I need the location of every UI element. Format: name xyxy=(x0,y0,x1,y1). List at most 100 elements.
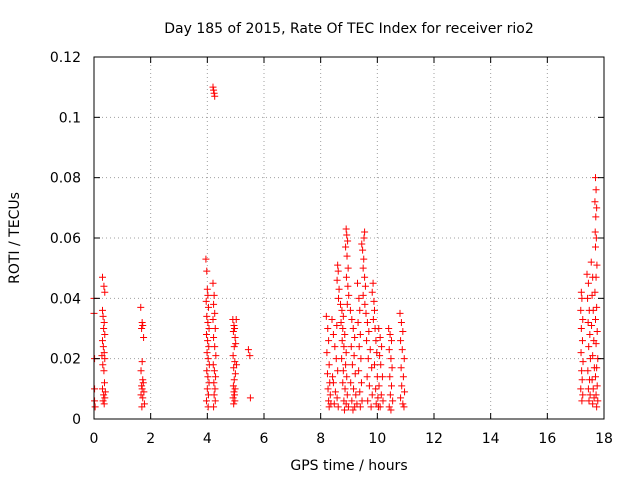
data-point xyxy=(357,379,365,387)
data-point xyxy=(344,237,352,245)
data-point xyxy=(100,325,108,332)
data-point xyxy=(584,279,592,287)
data-point xyxy=(592,243,599,251)
data-point xyxy=(202,397,210,405)
data-point xyxy=(578,397,586,405)
data-point xyxy=(230,343,238,351)
data-point xyxy=(577,349,585,357)
data-point xyxy=(230,400,238,408)
data-point xyxy=(589,385,597,393)
data-point xyxy=(342,349,350,357)
data-point xyxy=(99,337,106,345)
data-point xyxy=(139,376,147,384)
data-point xyxy=(400,403,408,411)
data-point xyxy=(588,376,596,384)
data-point xyxy=(589,306,597,314)
data-point xyxy=(375,382,383,390)
data-point xyxy=(348,361,356,369)
data-point xyxy=(344,403,352,411)
data-point xyxy=(344,282,352,290)
data-point xyxy=(359,264,367,272)
data-point xyxy=(378,373,386,381)
data-point xyxy=(591,228,599,236)
data-points xyxy=(90,83,602,414)
data-point xyxy=(584,294,592,302)
data-point xyxy=(593,328,601,336)
data-point xyxy=(322,312,330,320)
data-point xyxy=(593,364,601,372)
data-point xyxy=(203,285,211,293)
data-point xyxy=(361,300,369,308)
data-point xyxy=(360,234,368,242)
data-point xyxy=(584,367,592,375)
data-point xyxy=(376,352,384,360)
data-point xyxy=(355,343,363,351)
data-point xyxy=(376,334,384,342)
data-point xyxy=(231,397,239,405)
data-point xyxy=(210,379,218,387)
data-point xyxy=(359,291,367,299)
data-point xyxy=(343,252,351,260)
data-point xyxy=(231,391,239,399)
data-point xyxy=(334,267,342,275)
y-tick-label: 0.02 xyxy=(50,352,81,368)
data-point xyxy=(578,367,586,375)
data-point xyxy=(101,331,109,339)
data-point xyxy=(324,325,332,332)
data-point xyxy=(326,391,334,399)
data-point xyxy=(139,394,147,402)
data-point xyxy=(342,273,350,281)
data-point xyxy=(359,246,367,254)
data-point xyxy=(353,400,361,408)
data-point xyxy=(401,388,409,396)
chart-title: Day 185 of 2015, Rate Of TEC Index for r… xyxy=(164,21,534,37)
data-point xyxy=(205,343,213,351)
data-point xyxy=(586,391,594,399)
data-point xyxy=(323,370,331,378)
data-point xyxy=(210,291,218,299)
data-point xyxy=(325,361,333,369)
data-point xyxy=(211,343,219,351)
data-point xyxy=(399,400,407,408)
data-point xyxy=(210,86,218,94)
data-point xyxy=(593,382,601,390)
data-point xyxy=(231,334,239,342)
data-point xyxy=(91,385,99,393)
data-point xyxy=(578,337,586,345)
data-point xyxy=(233,361,241,369)
data-point xyxy=(340,343,348,351)
data-point xyxy=(99,343,107,351)
data-point xyxy=(210,391,218,399)
data-point xyxy=(356,403,364,411)
data-point xyxy=(588,321,596,329)
data-point xyxy=(349,406,357,414)
data-point xyxy=(343,231,351,239)
data-point xyxy=(351,370,359,378)
data-point xyxy=(343,373,351,381)
data-point xyxy=(593,204,601,212)
data-point xyxy=(589,400,597,408)
data-point xyxy=(354,279,361,287)
data-point xyxy=(333,394,341,402)
data-point xyxy=(591,288,599,296)
data-point xyxy=(372,385,380,393)
data-point xyxy=(374,394,382,402)
data-point xyxy=(592,186,600,194)
data-point xyxy=(210,89,218,97)
y-axis-label: ROTI / TECUs xyxy=(7,192,23,284)
data-point xyxy=(323,349,331,357)
y-tick-label: 0 xyxy=(72,412,81,428)
data-point xyxy=(351,334,359,342)
data-point xyxy=(333,276,341,284)
data-point xyxy=(593,261,601,269)
data-point xyxy=(211,325,219,332)
data-point xyxy=(577,325,585,332)
data-point xyxy=(397,337,405,345)
data-point xyxy=(203,367,211,375)
data-point xyxy=(210,403,218,411)
data-point xyxy=(137,367,145,375)
data-point xyxy=(325,403,333,411)
data-point xyxy=(209,315,217,323)
data-point xyxy=(587,258,595,266)
data-point xyxy=(360,255,368,263)
